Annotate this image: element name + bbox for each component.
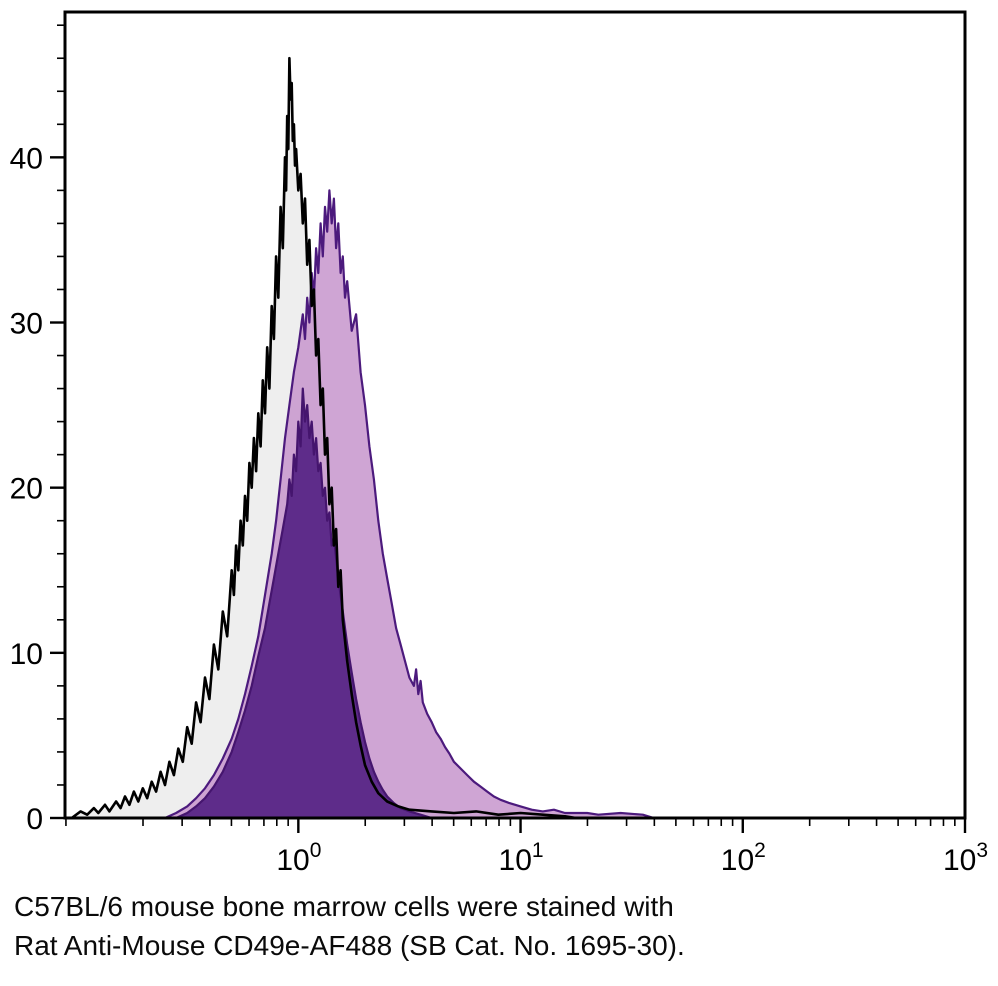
y-tick-label: 10 bbox=[10, 638, 43, 671]
control-black-outline bbox=[70, 56, 577, 820]
y-tick-label: 20 bbox=[10, 473, 43, 506]
histogram-chart: 100 101 102 103 0 10 20 30 40 bbox=[10, 10, 988, 877]
figure-caption: C57BL/6 mouse bone marrow cells were sta… bbox=[14, 888, 974, 965]
overlap-dark-purple-outline bbox=[175, 387, 433, 820]
y-tick-label: 40 bbox=[10, 142, 43, 175]
stained-light-purple-outline bbox=[164, 189, 655, 820]
caption-line-1: C57BL/6 mouse bone marrow cells were sta… bbox=[14, 891, 674, 922]
y-tick-label: 0 bbox=[26, 803, 43, 836]
x-tick-label: 101 bbox=[499, 839, 544, 877]
overlap-dark-purple-fill bbox=[176, 388, 432, 818]
x-tick-label: 100 bbox=[276, 839, 321, 877]
stained-light-purple-fill bbox=[165, 190, 654, 818]
y-tick-label: 30 bbox=[10, 308, 43, 341]
chart-area: 100 101 102 103 0 10 20 30 40 bbox=[10, 10, 988, 877]
x-tick-label: 102 bbox=[721, 839, 766, 877]
x-tick-label: 103 bbox=[943, 839, 988, 877]
caption-line-2: Rat Anti-Mouse CD49e-AF488 (SB Cat. No. … bbox=[14, 929, 685, 961]
axis-frame bbox=[63, 10, 967, 820]
